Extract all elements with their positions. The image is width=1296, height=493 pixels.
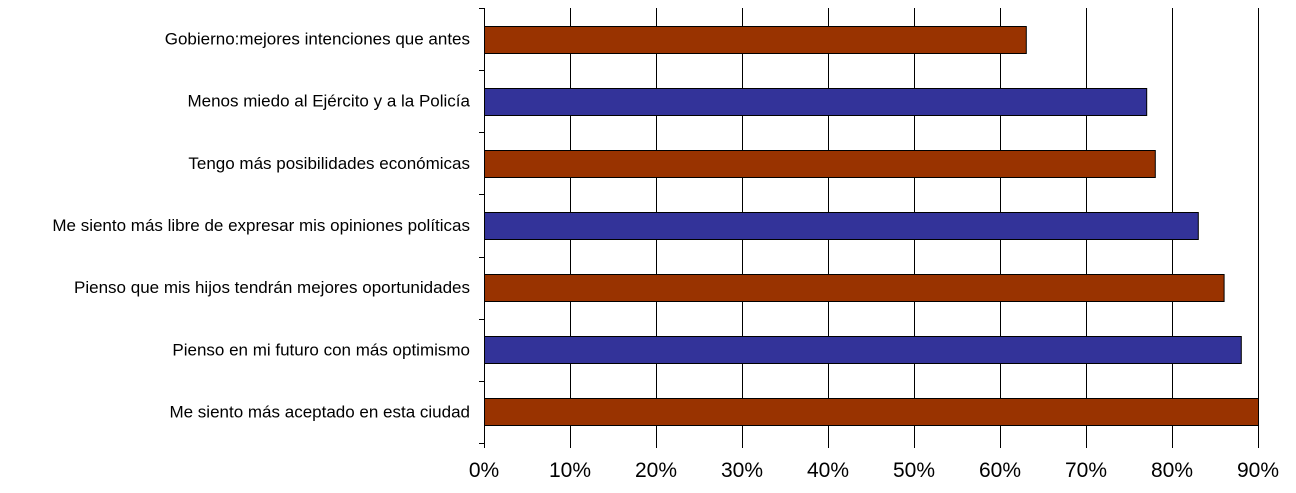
category-label-6: Pienso en mi futuro con más optimismo bbox=[172, 340, 470, 359]
bar-3 bbox=[484, 150, 1156, 178]
x-tick-label-90: 90% bbox=[1237, 459, 1279, 482]
category-label-5: Pienso que mis hijos tendrán mejores opo… bbox=[74, 278, 470, 297]
x-tick-label-30: 30% bbox=[721, 459, 763, 482]
bar-6 bbox=[484, 336, 1242, 364]
bar-7 bbox=[484, 398, 1259, 426]
x-tick-label-80: 80% bbox=[1151, 459, 1193, 482]
category-label-4: Me siento más libre de expresar mis opin… bbox=[52, 216, 470, 235]
category-label-3: Tengo más posibilidades económicas bbox=[188, 154, 470, 173]
bar-1 bbox=[484, 26, 1027, 54]
bar-4 bbox=[484, 212, 1199, 240]
x-tick-label-70: 70% bbox=[1065, 459, 1107, 482]
x-tick-label-10: 10% bbox=[549, 459, 591, 482]
bars bbox=[484, 26, 1259, 426]
x-tick-label-20: 20% bbox=[635, 459, 677, 482]
x-tick-label-50: 50% bbox=[893, 459, 935, 482]
x-tick-label-40: 40% bbox=[807, 459, 849, 482]
x-tick-labels: 0% 10% 20% 30% 40% 50% 60% 70% 80% 90% bbox=[469, 459, 1279, 482]
category-labels: Gobierno:mejores intenciones que antes Me… bbox=[52, 30, 470, 422]
x-tick-label-60: 60% bbox=[979, 459, 1021, 482]
category-label-7: Me siento más aceptado en esta ciudad bbox=[169, 402, 470, 421]
bar-2 bbox=[484, 88, 1148, 116]
category-label-2: Menos miedo al Ejército y a la Policía bbox=[187, 92, 470, 111]
bar-5 bbox=[484, 274, 1225, 302]
x-tick-label-0: 0% bbox=[469, 459, 499, 482]
category-label-1: Gobierno:mejores intenciones que antes bbox=[165, 30, 470, 49]
axes bbox=[479, 8, 1259, 448]
